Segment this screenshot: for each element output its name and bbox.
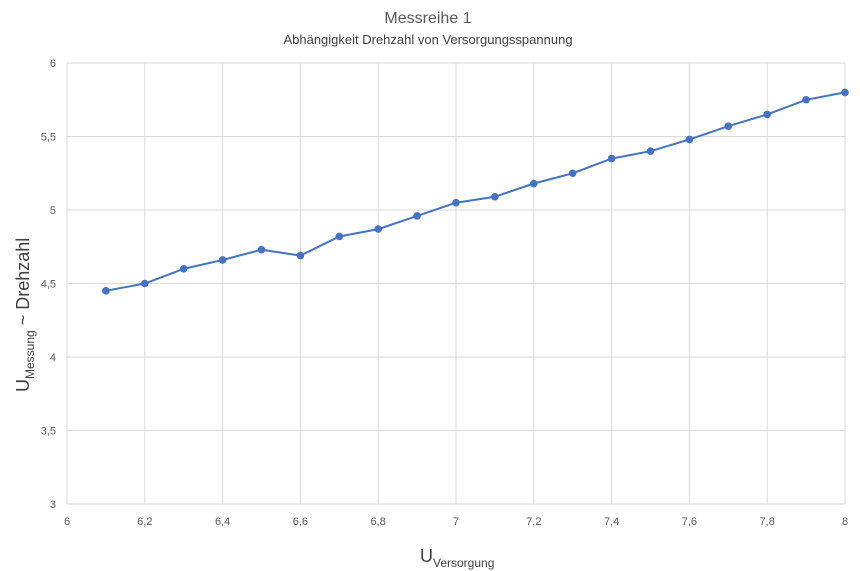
y-tick-label: 6 [50, 58, 56, 70]
data-point [842, 89, 849, 96]
y-axis-label: UMessung ~ Drehzahl [13, 238, 37, 392]
data-point [531, 180, 538, 187]
x-tick-label: 7,6 [682, 516, 697, 528]
y-tick-label: 3,5 [41, 426, 56, 438]
x-tick-label: 6 [64, 516, 70, 528]
y-tick-label: 5 [50, 205, 56, 217]
series-line [106, 92, 845, 290]
data-point [142, 280, 149, 287]
y-tick-label: 4,5 [41, 279, 56, 291]
data-point [336, 233, 343, 240]
data-point [180, 266, 187, 273]
x-tick-label: 6,8 [371, 516, 386, 528]
data-point [492, 193, 499, 200]
data-point [686, 136, 693, 143]
x-tick-label: 7 [453, 516, 459, 528]
chart-title: Messreihe 1 [384, 10, 471, 27]
data-point [103, 288, 110, 295]
y-tick-label: 5,5 [41, 132, 56, 144]
data-point [375, 226, 382, 233]
data-point [297, 252, 304, 259]
x-tick-label: 7,8 [760, 516, 775, 528]
data-point [725, 123, 732, 130]
x-tick-label: 7,2 [526, 516, 541, 528]
x-tick-label: 6,4 [215, 516, 230, 528]
y-tick-label: 4 [50, 352, 56, 364]
series-group [103, 89, 849, 294]
x-tick-label: 8 [842, 516, 848, 528]
x-tick-label: 7,4 [604, 516, 619, 528]
y-axis-ticks: 3 3,5 4 4,5 5 5,5 6 [41, 58, 56, 511]
x-axis-ticks: 6 6,2 6,4 6,6 6,8 7 7,2 7,4 7,6 7,8 8 [64, 516, 848, 528]
data-point [764, 111, 771, 118]
data-point [414, 213, 421, 220]
data-point [647, 148, 654, 155]
y-tick-label: 3 [50, 499, 56, 511]
x-tick-label: 6,2 [137, 516, 152, 528]
data-point [258, 246, 265, 253]
x-axis-label: UVersorgung [420, 546, 494, 570]
data-point [453, 199, 460, 206]
chart-subtitle: Abhängigkeit Drehzahl von Versorgungsspa… [283, 32, 572, 47]
data-point [803, 96, 810, 103]
x-tick-label: 6,6 [293, 516, 308, 528]
data-point [608, 155, 615, 162]
data-point [569, 170, 576, 177]
data-point [219, 257, 226, 264]
